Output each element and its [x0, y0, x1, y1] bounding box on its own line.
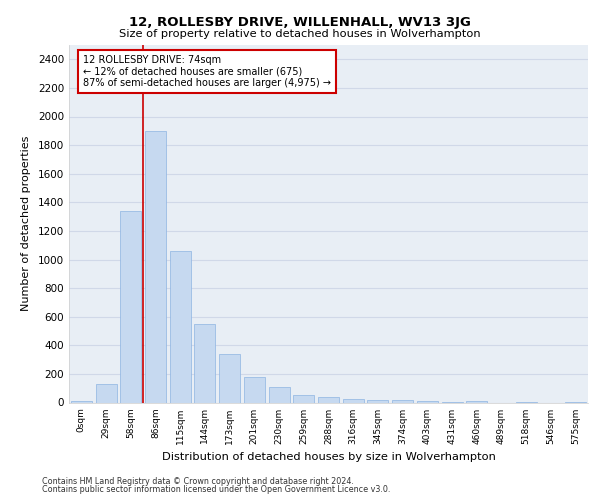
Bar [367, 400, 388, 402]
Bar [95, 384, 116, 402]
Bar [343, 399, 364, 402]
Bar [269, 387, 290, 402]
Text: Contains public sector information licensed under the Open Government Licence v3: Contains public sector information licen… [42, 485, 391, 494]
Bar [466, 401, 487, 402]
Text: 12 ROLLESBY DRIVE: 74sqm
← 12% of detached houses are smaller (675)
87% of semi-: 12 ROLLESBY DRIVE: 74sqm ← 12% of detach… [83, 55, 331, 88]
X-axis label: Distribution of detached houses by size in Wolverhampton: Distribution of detached houses by size … [161, 452, 496, 462]
Text: Size of property relative to detached houses in Wolverhampton: Size of property relative to detached ho… [119, 29, 481, 39]
Text: 12, ROLLESBY DRIVE, WILLENHALL, WV13 3JG: 12, ROLLESBY DRIVE, WILLENHALL, WV13 3JG [129, 16, 471, 29]
Bar [71, 401, 92, 402]
Bar [145, 131, 166, 402]
Bar [170, 251, 191, 402]
Bar [219, 354, 240, 403]
Bar [318, 398, 339, 402]
Text: Contains HM Land Registry data © Crown copyright and database right 2024.: Contains HM Land Registry data © Crown c… [42, 477, 354, 486]
Bar [392, 400, 413, 402]
Bar [194, 324, 215, 402]
Bar [293, 394, 314, 402]
Bar [120, 211, 141, 402]
Bar [244, 377, 265, 402]
Y-axis label: Number of detached properties: Number of detached properties [21, 136, 31, 312]
Bar [417, 401, 438, 402]
